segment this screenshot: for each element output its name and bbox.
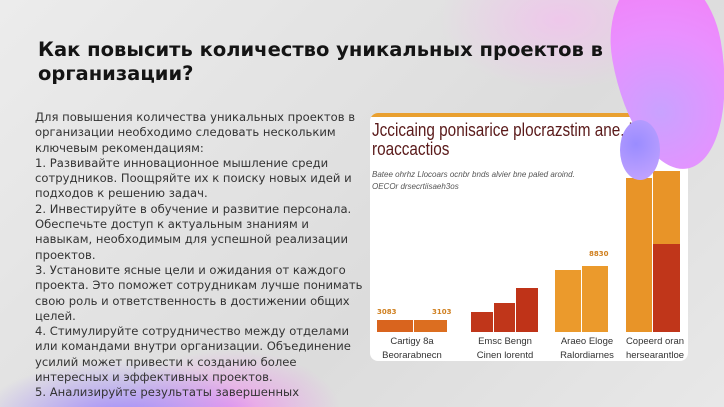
value-label: 3103	[432, 308, 452, 316]
value-label: 3083	[377, 308, 397, 316]
bar	[653, 244, 680, 332]
recommendation-3: 3. Установите ясные цели и ожидания от к…	[35, 262, 363, 323]
category-label: Copeerd oran hersearantloe	[625, 336, 685, 361]
intro-paragraph: Для повышения количества уникальных прое…	[35, 110, 356, 155]
image-top-bar	[370, 113, 688, 117]
bar	[582, 266, 608, 332]
recommendation-4: 4. Стимулируйте сотрудничество между отд…	[35, 324, 351, 385]
bar	[471, 312, 493, 332]
image-title: Jccicaing ponisarice plocrazstim ane, lo…	[372, 120, 641, 159]
image-subtitle-2: OECOr drsecrtiisaeh3os	[372, 182, 459, 191]
bar	[653, 171, 680, 244]
bar	[414, 320, 447, 332]
category-label: Emsc Bengn Cinen lorentd	[476, 336, 534, 361]
value-label: 8830	[589, 250, 609, 258]
bar	[555, 270, 581, 332]
decorative-blob-small	[620, 120, 660, 180]
slide-title: Как повысить количество уникальных проек…	[38, 38, 603, 85]
bar	[494, 303, 515, 332]
recommendation-1: 1. Развивайте инновационное мышление сре…	[35, 155, 352, 201]
bar	[377, 320, 413, 332]
category-label: Cartigy 8a Beorarabnecn	[382, 336, 442, 361]
category-label: Araeo Eloge Ralordiarnes	[560, 336, 614, 361]
recommendation-5: 5. Анализируйте результаты завершенных	[35, 385, 300, 400]
image-subtitle-1: Batee ohrhz Llocoars ocnbr bnds alvier b…	[372, 170, 575, 179]
slide-body: Для повышения количества уникальных прое…	[35, 110, 365, 401]
bar	[626, 178, 652, 332]
recommendation-2: 2. Инвестируйте в обучение и развитие пе…	[35, 201, 352, 262]
bar	[516, 288, 538, 332]
